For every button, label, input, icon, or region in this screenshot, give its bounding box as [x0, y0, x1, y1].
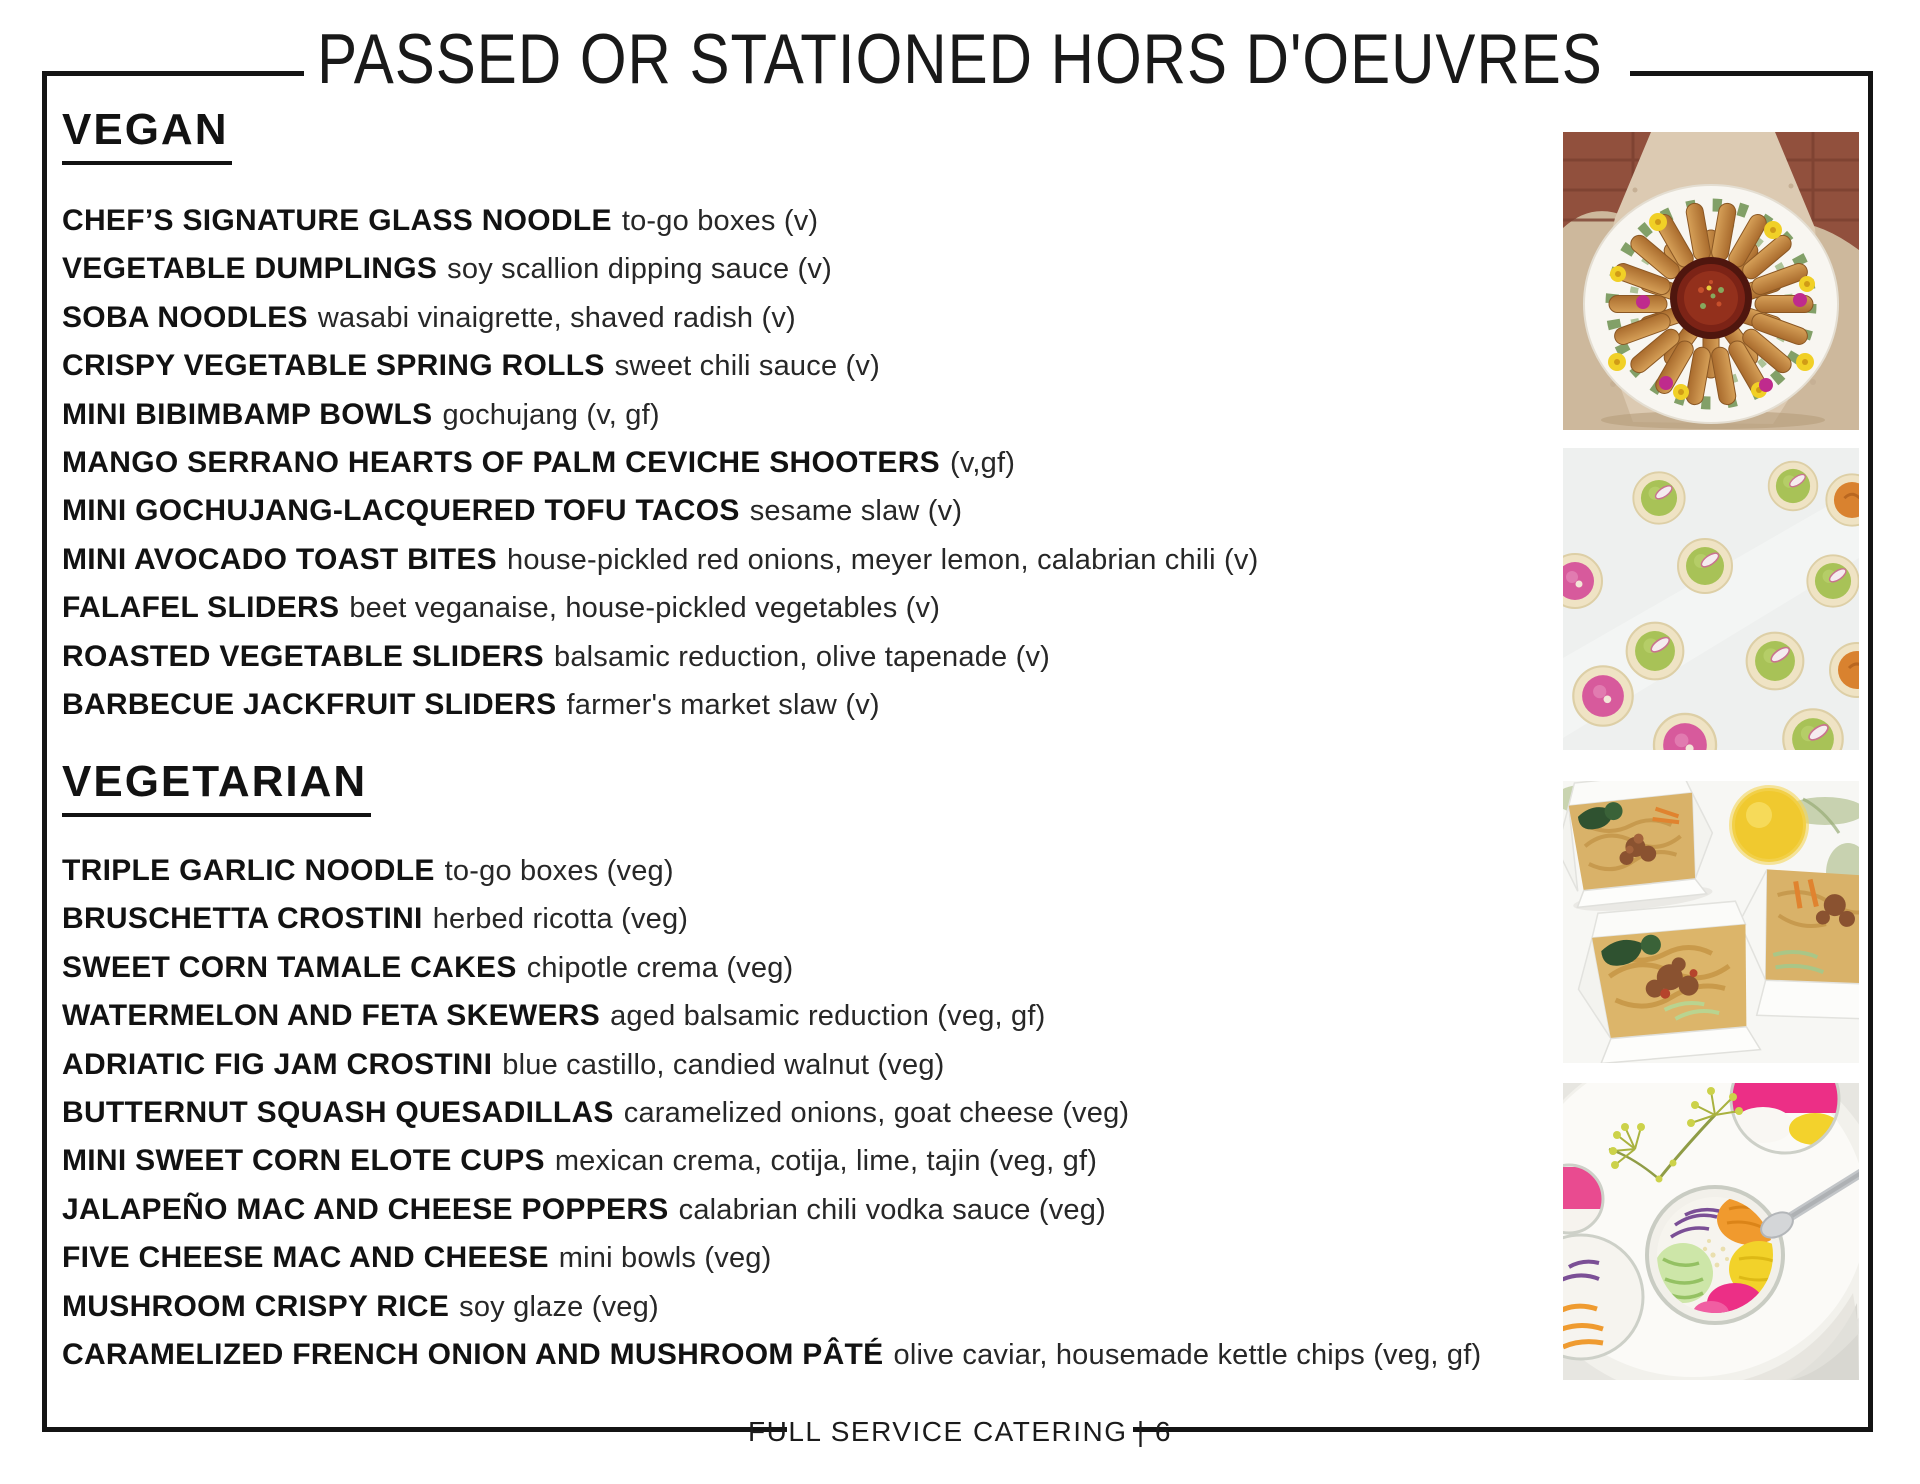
menu-item: JALAPEÑO MAC AND CHEESE POPPERS calabrian…	[62, 1186, 1481, 1234]
page-title: PASSED OR STATIONED HORS D'OEUVRES	[317, 19, 1603, 99]
menu-item: BARBECUE JACKFRUIT SLIDERS farmer's marke…	[62, 681, 1258, 729]
item-name: MUSHROOM CRISPY RICE	[62, 1289, 450, 1323]
photo-slaw-cups-art	[1563, 1083, 1859, 1380]
menu-item: CHEF’S SIGNATURE GLASS NOODLE to-go boxes…	[62, 197, 1258, 245]
photo-togo-boxes-art	[1563, 781, 1859, 1063]
item-name: ADRIATIC FIG JAM CROSTINI	[62, 1047, 493, 1081]
item-name: CRISPY VEGETABLE SPRING ROLLS	[62, 349, 605, 383]
item-description: caramelized onions, goat cheese (veg)	[623, 1096, 1130, 1129]
menu-item: CRISPY VEGETABLE SPRING ROLLS sweet chili…	[62, 342, 1258, 390]
item-description: balsamic reduction, olive tapenade (v)	[554, 640, 1051, 673]
menu-item: MANGO SERRANO HEARTS OF PALM CEVICHE SHO…	[62, 439, 1258, 487]
item-description: mexican crema, cotija, lime, tajin (veg,…	[554, 1145, 1098, 1178]
item-description: blue castillo, candied walnut (veg)	[502, 1048, 945, 1081]
item-description: to-go boxes (v)	[621, 205, 819, 237]
item-description: olive caviar, housemade kettle chips (ve…	[893, 1338, 1482, 1371]
item-description: mini bowls (veg)	[558, 1242, 772, 1275]
item-name: BARBECUE JACKFRUIT SLIDERS	[62, 687, 557, 721]
menu-item: MINI AVOCADO TOAST BITES house-pickled re…	[62, 536, 1258, 584]
item-description: farmer's market slaw (v)	[566, 688, 880, 721]
menu-item: ADRIATIC FIG JAM CROSTINI blue castillo, …	[62, 1041, 1481, 1089]
item-description: (v,gf)	[950, 446, 1016, 479]
item-name: MINI GOCHUJANG-LACQUERED TOFU TACOS	[62, 494, 740, 528]
menu-item: ROASTED VEGETABLE SLIDERS balsamic reduct…	[62, 633, 1258, 681]
item-description: soy scallion dipping sauce (v)	[447, 253, 832, 286]
item-description: to-go boxes (veg)	[444, 855, 674, 887]
item-name: MINI SWEET CORN ELOTE CUPS	[62, 1144, 545, 1178]
item-description: beet veganaise, house-pickled vegetables…	[349, 592, 941, 625]
photo-togo-boxes	[1563, 781, 1859, 1063]
item-description: house-pickled red onions, meyer lemon, c…	[507, 543, 1259, 576]
item-description: soy glaze (veg)	[459, 1290, 659, 1323]
menu-item: MUSHROOM CRISPY RICE soy glaze (veg)	[62, 1283, 1481, 1331]
item-description: calabrian chili vodka sauce (veg)	[678, 1193, 1106, 1226]
item-description: gochujang (v, gf)	[442, 398, 660, 431]
item-name: MINI BIBIMBAMP BOWLS	[62, 397, 433, 431]
item-description: wasabi vinaigrette, shaved radish (v)	[317, 301, 796, 334]
title-rule-right	[1630, 71, 1873, 76]
item-name: FALAFEL SLIDERS	[62, 591, 340, 625]
item-name: MINI AVOCADO TOAST BITES	[62, 542, 497, 576]
photo-spring-rolls	[1563, 132, 1859, 430]
item-name: SOBA NOODLES	[62, 300, 308, 334]
item-description: herbed ricotta (veg)	[432, 903, 689, 936]
photo-canapes	[1563, 448, 1859, 750]
item-name: ROASTED VEGETABLE SLIDERS	[62, 639, 544, 673]
item-name: CARAMELIZED FRENCH ONION AND MUSHROOM PÂ…	[62, 1337, 884, 1371]
menu-item: FALAFEL SLIDERS beet veganaise, house-pic…	[62, 584, 1258, 632]
menu-item: TRIPLE GARLIC NOODLE to-go boxes (veg)	[62, 847, 1481, 895]
item-name: WATERMELON AND FETA SKEWERS	[62, 999, 601, 1033]
menu-item: FIVE CHEESE MAC AND CHEESE mini bowls (ve…	[62, 1234, 1481, 1282]
menu-item: CARAMELIZED FRENCH ONION AND MUSHROOM PÂ…	[62, 1331, 1481, 1379]
frame-border-right	[1868, 71, 1873, 1432]
menu-item: SOBA NOODLES wasabi vinaigrette, shaved r…	[62, 294, 1258, 342]
frame-border-left	[42, 71, 47, 1432]
item-name: SWEET CORN TAMALE CAKES	[62, 950, 517, 984]
item-name: CHEF’S SIGNATURE GLASS NOODLE	[62, 204, 612, 237]
menu-item: VEGETABLE DUMPLINGS soy scallion dipping …	[62, 245, 1258, 293]
vegan-item-list: CHEF’S SIGNATURE GLASS NOODLE to-go boxes…	[62, 197, 1258, 729]
menu-item: MINI SWEET CORN ELOTE CUPS mexican crema,…	[62, 1137, 1481, 1185]
item-name: TRIPLE GARLIC NOODLE	[62, 854, 435, 887]
item-description: chipotle crema (veg)	[526, 951, 794, 984]
item-description: sesame slaw (v)	[749, 495, 963, 528]
item-name: BRUSCHETTA CROSTINI	[62, 902, 423, 936]
photo-canapes-art	[1563, 448, 1859, 750]
item-name: JALAPEÑO MAC AND CHEESE POPPERS	[62, 1192, 669, 1226]
photo-spring-rolls-art	[1563, 132, 1859, 430]
section-heading-vegetarian: VEGETARIAN	[62, 760, 372, 817]
item-description: sweet chili sauce (v)	[614, 350, 880, 383]
menu-item: BRUSCHETTA CROSTINI herbed ricotta (veg)	[62, 895, 1481, 943]
footer-rule-left	[42, 1427, 787, 1432]
item-name: VEGETABLE DUMPLINGS	[62, 252, 438, 286]
item-name: FIVE CHEESE MAC AND CHEESE	[62, 1241, 549, 1275]
menu-item: MINI GOCHUJANG-LACQUERED TOFU TACOS sesam…	[62, 487, 1258, 535]
menu-item: MINI BIBIMBAMP BOWLS gochujang (v, gf)	[62, 391, 1258, 439]
item-name: MANGO SERRANO HEARTS OF PALM CEVICHE SHO…	[62, 445, 940, 479]
menu-item: WATERMELON AND FETA SKEWERS aged balsamic…	[62, 992, 1481, 1040]
item-name: BUTTERNUT SQUASH QUESADILLAS	[62, 1095, 614, 1129]
item-description: aged balsamic reduction (veg, gf)	[610, 1000, 1046, 1033]
menu-item: SWEET CORN TAMALE CAKES chipotle crema (v…	[62, 944, 1481, 992]
footer-rule-right	[1133, 1427, 1873, 1432]
title-rule-left	[42, 71, 304, 76]
page-footer: FULL SERVICE CATERING | 6	[748, 1416, 1172, 1447]
photo-slaw-cups	[1563, 1083, 1859, 1380]
vegetarian-item-list: TRIPLE GARLIC NOODLE to-go boxes (veg) BR…	[62, 847, 1481, 1379]
section-heading-vegan: VEGAN	[62, 108, 233, 165]
menu-item: BUTTERNUT SQUASH QUESADILLAS caramelized …	[62, 1089, 1481, 1137]
